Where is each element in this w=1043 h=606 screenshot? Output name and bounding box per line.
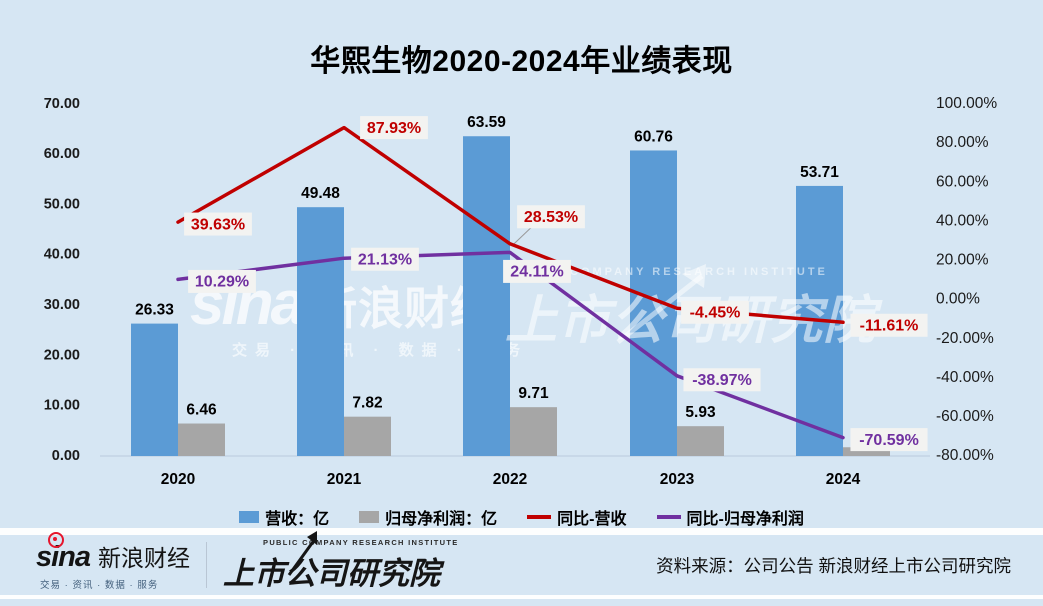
right-axis-tick: -40.00% — [936, 369, 994, 386]
sina-finance-name: 新浪财经 — [98, 545, 191, 571]
line-label-box — [351, 247, 419, 271]
sina-logotype: sina — [36, 532, 91, 574]
legend-label: 归母净利润：亿 — [385, 511, 498, 528]
x-axis-label-2020: 2020 — [161, 471, 195, 488]
left-axis-tick: 50.00 — [44, 196, 80, 212]
legend-item-1: 营收：亿 — [239, 505, 329, 529]
left-axis-tick: 0.00 — [52, 448, 80, 464]
left-axis-tick: 60.00 — [44, 146, 80, 162]
label-leader-line — [511, 225, 534, 247]
sina-eye-icon — [48, 532, 64, 548]
legend-swatch — [656, 515, 681, 519]
legend-item-2: 归母净利润：亿 — [359, 505, 497, 529]
bar-value-label: 5.93 — [685, 404, 716, 421]
legend-swatch — [239, 511, 260, 523]
x-axis-label-2022: 2022 — [493, 471, 527, 488]
legend-label: 营收：亿 — [265, 511, 330, 528]
profit-bar-2022 — [510, 407, 557, 456]
pcri-english-name: PUBLIC COMPANY RESEARCH INSTITUTE — [263, 537, 459, 547]
chart-title: 华熙生物2020-2024年业绩表现 — [310, 45, 733, 78]
profit-yoy-label-2023: -38.97% — [692, 372, 752, 389]
profit-yoy-line — [176, 250, 845, 440]
legend-label: 同比-营收 — [557, 511, 627, 528]
line-label-box — [517, 205, 585, 229]
legend-swatch — [359, 511, 380, 523]
left-axis-tick: 10.00 — [44, 398, 80, 414]
bar-value-label: 60.76 — [634, 128, 673, 145]
profit-bar-2021 — [344, 416, 391, 456]
profit-bar-2024 — [843, 447, 890, 456]
right-axis-tick: 80.00% — [936, 134, 989, 151]
bar-value-label: 53.71 — [800, 164, 839, 181]
revenue-yoy-line — [176, 125, 845, 325]
footer-bar: sina 新浪财经 交易 · 资讯 · 数据 · 服务 PUBLIC COMPA… — [0, 530, 1043, 595]
profit-yoy-label-2021: 21.13% — [358, 251, 412, 268]
line-label-box — [188, 269, 256, 293]
footer-vertical-divider — [206, 542, 208, 588]
profit-yoy-label-2022: 24.11% — [510, 264, 563, 281]
left-axis-tick: 20.00 — [44, 347, 80, 363]
line-label-box — [683, 368, 761, 392]
pcri-chinese-name: 上市公司研究院 — [223, 555, 441, 591]
revenue-bar-2021 — [297, 207, 344, 456]
pcri-logo: PUBLIC COMPANY RESEARCH INSTITUTE 上市公司研究… — [223, 530, 459, 593]
line-label-box — [850, 313, 928, 337]
line-label-box — [360, 116, 428, 140]
right-axis-tick: 100.00% — [936, 95, 997, 112]
legend-item-4: 同比-归母净利润 — [656, 505, 804, 529]
right-axis-tick: -20.00% — [936, 330, 994, 347]
bar-value-label: 26.33 — [135, 302, 174, 319]
right-axis-tick: 0.00% — [936, 291, 980, 308]
bar-value-label: 49.48 — [301, 185, 340, 202]
line-label-box — [850, 428, 928, 452]
right-axis-tick: 60.00% — [936, 173, 989, 190]
bar-value-label: 63.59 — [467, 114, 506, 131]
revenue-yoy-label-2024: -11.61% — [860, 317, 919, 334]
bar-value-label: 6.46 — [186, 402, 217, 419]
bar-value-label: 7.82 — [352, 395, 382, 412]
revenue-yoy-label-2020: 39.63% — [191, 216, 245, 233]
x-axis-label-2021: 2021 — [327, 471, 362, 488]
left-axis-tick: 40.00 — [44, 247, 80, 263]
profit-bar-2023 — [677, 426, 724, 456]
footer-top-divider — [0, 528, 1043, 535]
right-axis-tick: 20.00% — [936, 252, 989, 269]
line-label-box — [184, 212, 252, 236]
x-axis-label-2023: 2023 — [660, 471, 695, 488]
right-axis-tick: -60.00% — [936, 408, 994, 425]
profit-yoy-label-2024: -70.59% — [859, 432, 919, 449]
sina-tagline: 交易 · 资讯 · 数据 · 服务 — [40, 580, 159, 591]
left-axis-tick: 30.00 — [44, 297, 80, 313]
revenue-yoy-label-2021: 87.93% — [367, 120, 421, 137]
revenue-yoy-label-2023: -4.45% — [690, 304, 741, 321]
pcri-arrow-icon — [287, 530, 318, 576]
legend-item-3: 同比-营收 — [527, 505, 627, 529]
right-axis-tick: -80.00% — [936, 447, 994, 464]
profit-bar-2020 — [178, 423, 225, 456]
legend-label: 同比-归母净利润 — [686, 511, 804, 528]
line-label-box — [503, 259, 571, 283]
x-axis-label-2024: 2024 — [826, 471, 861, 488]
right-axis-tick: 40.00% — [936, 212, 989, 229]
footer-bottom-divider — [0, 595, 1043, 599]
revenue-bar-2022 — [463, 136, 510, 456]
source-text: 资料来源：公司公告 新浪财经上市公司研究院 — [656, 555, 1011, 576]
bar-value-label: 9.71 — [518, 385, 549, 402]
chart-legend: 营收：亿 归母净利润：亿 同比-营收 同比-归母净利润 — [0, 505, 1043, 529]
left-axis-tick: 70.00 — [44, 96, 80, 112]
sina-finance-logo: sina 新浪财经 交易 · 资讯 · 数据 · 服务 — [36, 532, 191, 591]
legend-swatch — [527, 515, 552, 519]
revenue-yoy-label-2022: 28.53% — [524, 209, 578, 226]
revenue-bar-2020 — [131, 323, 178, 456]
profit-yoy-label-2020: 10.29% — [195, 274, 249, 291]
